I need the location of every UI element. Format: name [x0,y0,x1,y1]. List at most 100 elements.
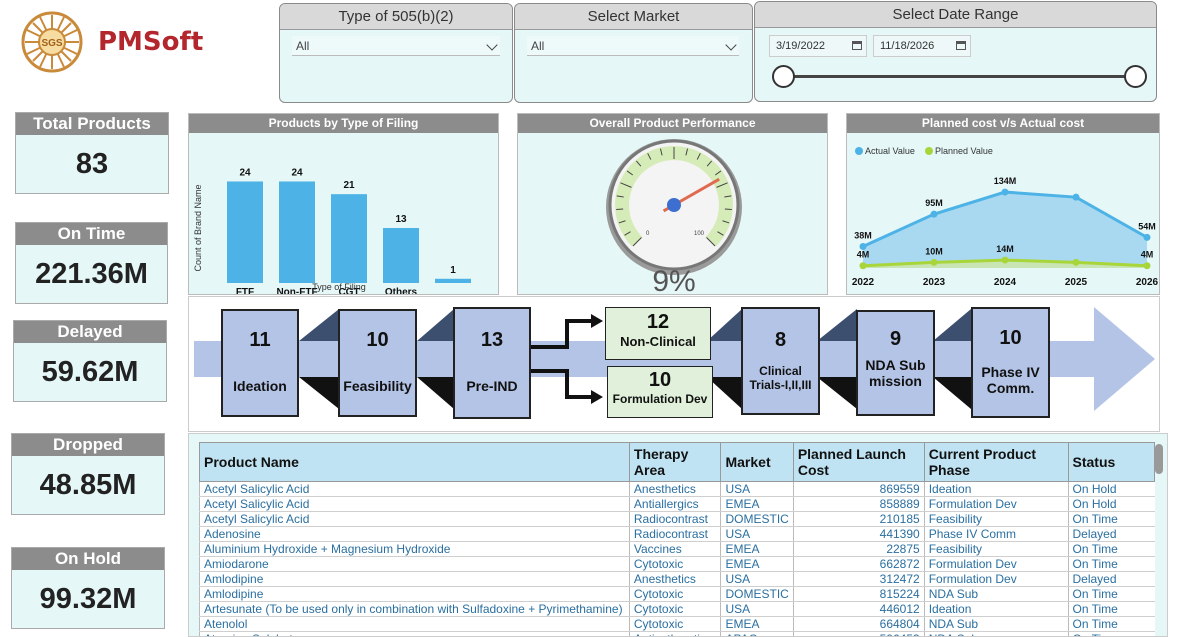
kpi-label: Delayed [14,321,166,343]
x-tick-label: 2024 [994,277,1017,288]
calendar-icon[interactable] [956,41,966,50]
stage-clinical-trials[interactable]: 8 Clinical Trials-I,II,III [741,307,820,415]
kpi-label: On Time [16,223,167,245]
table-cell: Radiocontrast [628,526,721,542]
table-row[interactable]: Atenolol Cytotoxic EMEA 664804 NDA Sub On Tim… [199,616,1155,632]
filter-market-title: Select Market [515,4,752,30]
start-date-input[interactable]: 3/19/2022 [769,35,867,57]
table-header-row: Product Name Therapy Area Market Planned… [199,442,1155,482]
column-header-product[interactable]: Product Name [199,442,630,482]
bar-value-label: 21 [343,180,355,191]
bar-1 [279,181,315,283]
bar-value-label: 13 [395,214,407,225]
stage-label: Pre-IND [466,378,518,394]
table-cell: Amlodipine [199,571,630,587]
bar-value-label: 24 [239,167,251,178]
table-cell: On Time [1067,586,1155,602]
stage-nda-submission[interactable]: 9 NDA Submission [856,310,935,416]
table-cell: On Time [1067,511,1155,527]
date-slider-track[interactable] [783,75,1137,78]
kpi-value: 59.62M [41,356,139,388]
type505-dropdown[interactable]: All [292,36,500,56]
table-cell: USA [720,526,794,542]
stage-count: 9 [889,328,902,350]
table-cell: Atropine Sulphate [199,631,630,636]
branch-formulation-dev[interactable]: 10 Formulation Dev [607,366,713,418]
data-point [930,258,938,266]
column-header-phase[interactable]: Current Product Phase [923,442,1069,482]
date-slider-start-handle[interactable] [772,65,795,88]
table-cell: APAC [720,631,794,636]
column-header-cost[interactable]: Planned Launch Cost [792,442,925,482]
start-date-value: 3/19/2022 [776,40,825,52]
table-cell: 312472 [792,571,925,587]
brand-name: PMSoft [98,27,204,57]
cost-chart-title: Planned cost v/s Actual cost [847,114,1159,133]
stage-ideation[interactable]: 11 Ideation [221,309,299,417]
filter-date-range: Select Date Range 3/19/2022 11/18/2026 [754,1,1157,102]
table-row[interactable]: Amlodipine Cytotoxic DOMESTIC 815224 NDA Sub… [199,586,1155,602]
branch-non-clinical[interactable]: 12 Non-Clinical [605,307,711,360]
table-scrollbar[interactable] [1155,444,1163,474]
cost-chart-panel: Planned cost v/s Actual cost Actual Valu… [846,113,1160,295]
bar-4 [435,278,471,283]
branch-label: Formulation Dev [612,392,708,406]
stage-phase-iv[interactable]: 10 Phase IV Comm. [971,307,1050,418]
cost-area-chart: Actual Value Planned Value 38M 95M 134M 54M 4M… [852,146,1159,288]
chevron-down-icon [725,39,737,51]
gauge-min-label: 0 [646,231,650,237]
data-label: 95M [925,198,943,208]
table-cell: USA [720,601,794,617]
table-cell: 22875 [792,541,925,557]
data-point [1143,262,1151,270]
column-header-market[interactable]: Market [720,442,794,482]
x-tick-label: 2023 [923,277,946,288]
kpi-label: On Hold [12,548,164,570]
series-area-1 [863,260,1147,268]
table-cell: Aluminium Hydroxide + Magnesium Hydroxid… [199,541,630,557]
table-cell: Acetyl Salicylic Acid [199,496,630,512]
legend-marker [855,147,863,155]
date-slider-end-handle[interactable] [1124,65,1147,88]
branch-count: 12 [646,311,670,333]
stage-pre-ind[interactable]: 13 Pre-IND [453,307,531,419]
column-header-therapy[interactable]: Therapy Area [628,442,722,482]
table-cell: Cytotoxic [628,601,721,617]
kpi-dropped: Dropped 48.85M [11,433,165,515]
table-row[interactable]: Atropine SulphateAntiasthmaticAPAC596453… [199,631,1155,636]
end-date-value: 11/18/2026 [880,40,935,52]
filing-chart-panel: Products by Type of Filing Count of Bran… [188,113,499,298]
chevron-down-icon [486,39,498,51]
stage-feasibility[interactable]: 10 Feasibility [338,309,417,417]
table-cell: Atenolol [199,616,630,632]
data-point [930,210,938,218]
table-cell: DOMESTIC [720,586,794,602]
table-cell: Amlodipine [199,586,630,602]
table-cell: USA [720,481,794,497]
stage-label: Feasibility [343,378,412,394]
gauge-tick [706,160,713,167]
x-axis-label: Type of Filing [312,282,366,292]
legend-label: Actual Value [865,146,915,156]
end-date-input[interactable]: 11/18/2026 [873,35,971,57]
table-row[interactable]: Amlodipine Anesthetics USA 312472 Formulatio… [199,571,1155,587]
data-label: 10M [925,246,943,256]
table-row[interactable]: Amiodarone Cytotoxic EMEA 662872 Formulation… [199,556,1155,572]
market-dropdown[interactable]: All [527,36,739,56]
table-cell: 441390 [792,526,925,542]
stage-label: NDA Submission [865,357,926,389]
table-cell: On Hold [1067,481,1155,497]
table-row[interactable]: Artesunate (To be used only in combinati… [199,601,1155,617]
column-header-status[interactable]: Status [1067,442,1155,482]
table-row[interactable]: Acetyl Salicylic Acid Antiallergics EMEA 85… [199,496,1155,512]
table-row[interactable]: Acetyl Salicylic Acid Anesthetics USA 86955… [199,481,1155,497]
table-row[interactable]: Aluminium Hydroxide + Magnesium Hydroxid… [199,541,1155,557]
kpi-value: 48.85M [39,469,137,501]
table-cell: On Time [1067,616,1155,632]
table-cell: Acetyl Salicylic Acid [199,511,630,527]
gauge-tick [616,208,624,211]
calendar-icon[interactable] [852,41,862,50]
table-cell: Feasibility [923,541,1068,557]
table-row[interactable]: Adenosine Radiocontrast USA 441390 Phase IV … [199,526,1155,542]
table-row[interactable]: Acetyl Salicylic Acid Radiocontrast DOMEST… [199,511,1155,527]
